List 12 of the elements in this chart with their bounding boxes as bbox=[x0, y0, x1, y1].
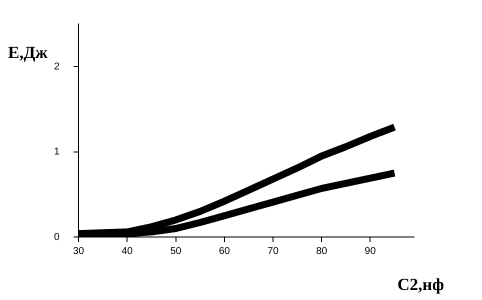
y-tick-label: 2 bbox=[54, 61, 60, 72]
x-tick-label: 70 bbox=[267, 246, 280, 257]
x-tick-label: 90 bbox=[364, 246, 376, 257]
x-tick-label: 40 bbox=[122, 246, 134, 257]
x-axis-title: C2,нф bbox=[397, 275, 444, 294]
x-tick-label: 50 bbox=[170, 246, 182, 257]
x-tick-label: 30 bbox=[73, 246, 85, 257]
y-tick-label: 1 bbox=[54, 146, 60, 158]
y-tick-label: 0 bbox=[54, 232, 60, 243]
x-tick-label: 60 bbox=[218, 246, 230, 257]
x-tick-label: 80 bbox=[316, 246, 328, 257]
y-axis-title: Е,Дж bbox=[8, 43, 48, 62]
